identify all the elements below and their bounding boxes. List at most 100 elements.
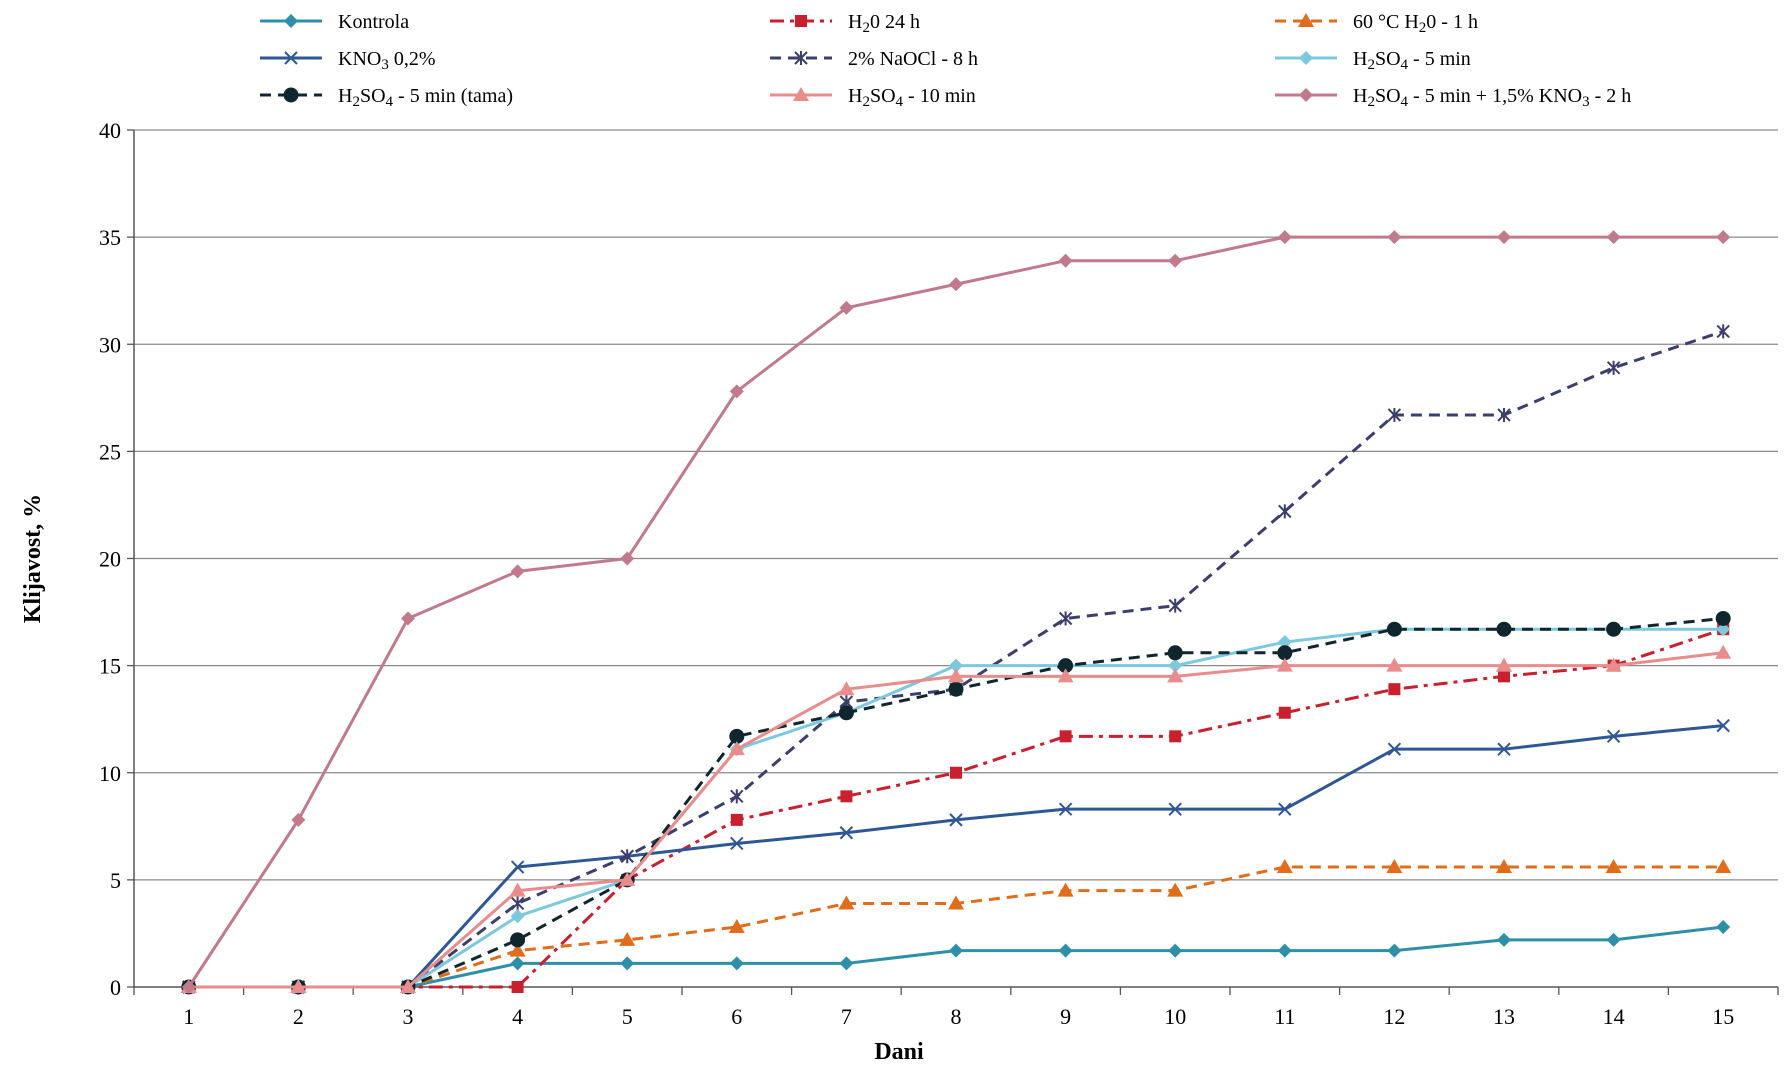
data-point-h2so4-kno3 <box>1606 230 1621 245</box>
legend-label: H2SO4 - 5 min (tama) <box>338 85 513 110</box>
data-point-h2o-24h <box>511 981 524 993</box>
data-point-h2so4-10 <box>619 871 636 886</box>
data-point-h2so4-5 <box>1277 635 1292 650</box>
data-point-h2so4-5 <box>949 658 963 673</box>
x-tick-label: 11 <box>1274 1004 1295 1029</box>
legend-label: H20 24 h <box>848 11 920 36</box>
y-tick-label: 15 <box>99 654 121 679</box>
data-point-h2so4-5 <box>1716 622 1731 637</box>
legend-swatch-marker <box>284 14 298 28</box>
data-point-60c-h2o <box>728 919 745 934</box>
data-point-naocl <box>1168 598 1182 613</box>
legend-swatch-marker <box>283 87 299 103</box>
data-point-60c-h2o <box>619 931 636 946</box>
data-point-kontrola <box>510 956 525 971</box>
y-tick-label: 25 <box>99 439 121 464</box>
data-point-h2o-24h <box>1278 706 1291 719</box>
data-point-h2so4-kno3 <box>1387 230 1402 245</box>
x-tick-label: 6 <box>731 1004 742 1029</box>
data-point-h2so4-10 <box>509 882 526 897</box>
data-point-h2so4-10 <box>1276 657 1293 672</box>
data-point-kno3 <box>949 813 963 827</box>
data-point-naocl <box>1497 407 1511 422</box>
data-point-h2so4-5-tama <box>838 705 854 721</box>
legend: Kontrola H20 24 h 60 °C H20 - 1 h KNO3 0,2%… <box>260 11 1631 110</box>
data-point-kontrola <box>1716 920 1731 935</box>
data-point-kontrola <box>1497 932 1511 947</box>
data-point-h2so4-5-tama <box>729 728 745 744</box>
data-point-naocl <box>1606 360 1621 375</box>
data-point-h2so4-kno3 <box>1716 230 1731 245</box>
data-point-60c-h2o <box>1276 859 1293 874</box>
data-point-h2o-24h <box>730 813 743 826</box>
axes <box>127 129 1779 995</box>
data-point-60c-h2o <box>948 895 964 910</box>
legend-item-naocl: 2% NaOCl - 8 h <box>770 48 978 70</box>
y-tick-label: 0 <box>110 975 121 1000</box>
series-layer <box>180 230 1732 995</box>
legend-label: 2% NaOCl - 8 h <box>848 48 978 70</box>
data-point-h2so4-10 <box>1057 668 1074 683</box>
legend-label: H2SO4 - 5 min <box>1353 48 1471 73</box>
y-tick-label: 10 <box>99 761 121 786</box>
data-point-60c-h2o <box>1605 859 1622 874</box>
data-point-h2so4-kno3 <box>401 611 415 626</box>
data-point-kno3 <box>510 860 525 874</box>
data-point-kontrola <box>949 943 963 958</box>
data-point-h2so4-kno3 <box>1058 253 1073 268</box>
legend-label: 60 °C H20 - 1 h <box>1353 11 1478 36</box>
legend-item-60c-h2o: 60 °C H20 - 1 h <box>1275 11 1478 36</box>
data-point-kno3 <box>1058 802 1073 816</box>
data-point-h2so4-kno3 <box>620 551 635 566</box>
data-point-kno3 <box>730 836 744 851</box>
data-point-h2so4-10 <box>1386 657 1403 672</box>
data-point-60c-h2o <box>1057 882 1074 897</box>
data-point-h2o-24h <box>1169 730 1182 743</box>
data-point-60c-h2o <box>1167 882 1184 897</box>
legend-item-h2so4-10: H2SO4 - 10 min <box>770 85 976 110</box>
data-point-kontrola <box>839 956 854 971</box>
x-axis-title: Dani <box>874 1039 924 1064</box>
y-axis-title: Klijavost, % <box>20 494 46 623</box>
data-point-h2so4-kno3 <box>949 277 963 292</box>
data-point-naocl <box>1058 611 1073 626</box>
data-point-h2so4-5-tama <box>1386 621 1402 637</box>
data-point-h2so4-10 <box>1496 657 1512 672</box>
data-point-kontrola <box>1606 932 1621 947</box>
data-point-h2o-24h <box>840 790 853 803</box>
data-point-kontrola <box>1168 943 1183 958</box>
x-tick-label: 10 <box>1164 1004 1186 1029</box>
data-point-60c-h2o <box>509 942 526 957</box>
data-point-h2o-24h <box>1498 670 1510 683</box>
series-60c-h2o <box>180 859 1732 993</box>
data-point-h2o-24h <box>950 766 962 779</box>
data-point-h2so4-5-tama <box>1606 621 1622 637</box>
data-point-kno3 <box>1168 802 1182 816</box>
y-tick-label: 40 <box>99 118 121 143</box>
data-point-naocl <box>1278 504 1292 519</box>
x-tick-label: 2 <box>293 1004 304 1029</box>
data-point-h2so4-10 <box>290 979 307 993</box>
data-point-h2so4-5-tama <box>1167 645 1183 661</box>
series-h2so4-10 <box>180 644 1732 993</box>
data-point-h2so4-10 <box>1167 668 1184 683</box>
legend-swatch-marker <box>1299 51 1313 65</box>
data-point-kno3 <box>1497 742 1511 756</box>
data-point-kontrola <box>1387 943 1402 958</box>
legend-swatch-marker <box>793 87 809 101</box>
x-tick-label: 1 <box>183 1004 194 1029</box>
data-point-h2so4-kno3 <box>1497 230 1511 245</box>
data-point-kontrola <box>1058 943 1073 958</box>
legend-item-kontrola: Kontrola <box>260 11 409 33</box>
legend-label: H2SO4 - 10 min <box>848 85 976 110</box>
legend-swatch-marker <box>1299 88 1313 102</box>
data-point-naocl <box>510 896 525 911</box>
data-point-h2so4-10 <box>728 741 745 756</box>
data-point-h2so4-5-tama <box>1496 621 1512 637</box>
data-point-h2so4-kno3 <box>729 384 744 399</box>
x-tick-label: 13 <box>1493 1004 1515 1029</box>
legend-item-h2o-24h: H20 24 h <box>770 11 920 36</box>
y-tick-label: 5 <box>110 868 121 893</box>
legend-item-h2so4-5-tama: H2SO4 - 5 min (tama) <box>260 85 513 110</box>
